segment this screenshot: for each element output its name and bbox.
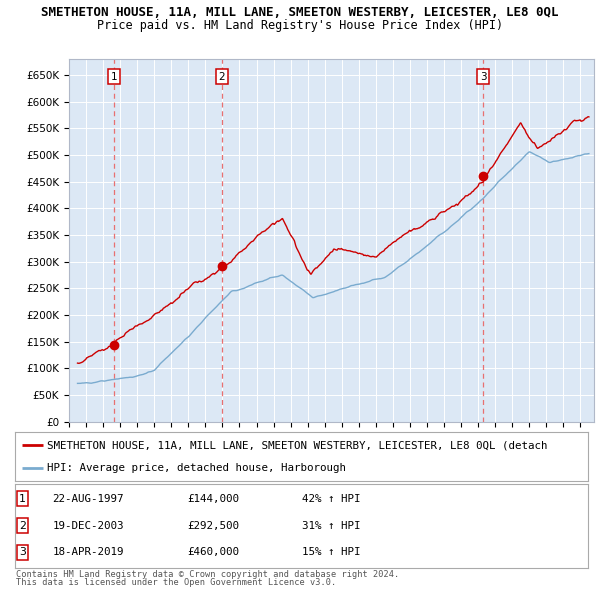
Text: 3: 3 [19,548,26,558]
Text: SMETHETON HOUSE, 11A, MILL LANE, SMEETON WESTERBY, LEICESTER, LE8 0QL (detach: SMETHETON HOUSE, 11A, MILL LANE, SMEETON… [47,440,547,450]
Text: 31% ↑ HPI: 31% ↑ HPI [302,521,360,530]
Text: £460,000: £460,000 [187,548,239,558]
Text: £292,500: £292,500 [187,521,239,530]
Text: £144,000: £144,000 [187,494,239,504]
Text: 15% ↑ HPI: 15% ↑ HPI [302,548,360,558]
Text: Contains HM Land Registry data © Crown copyright and database right 2024.: Contains HM Land Registry data © Crown c… [16,570,400,579]
Text: 42% ↑ HPI: 42% ↑ HPI [302,494,360,504]
Text: HPI: Average price, detached house, Harborough: HPI: Average price, detached house, Harb… [47,463,346,473]
Text: 2: 2 [218,72,225,81]
Text: Price paid vs. HM Land Registry's House Price Index (HPI): Price paid vs. HM Land Registry's House … [97,19,503,32]
Text: 2: 2 [19,521,26,530]
Text: 19-DEC-2003: 19-DEC-2003 [52,521,124,530]
Text: SMETHETON HOUSE, 11A, MILL LANE, SMEETON WESTERBY, LEICESTER, LE8 0QL: SMETHETON HOUSE, 11A, MILL LANE, SMEETON… [41,6,559,19]
Text: 1: 1 [19,494,26,504]
Text: 22-AUG-1997: 22-AUG-1997 [52,494,124,504]
Text: 18-APR-2019: 18-APR-2019 [52,548,124,558]
Text: 1: 1 [110,72,118,81]
Text: This data is licensed under the Open Government Licence v3.0.: This data is licensed under the Open Gov… [16,578,337,587]
Text: 3: 3 [480,72,487,81]
